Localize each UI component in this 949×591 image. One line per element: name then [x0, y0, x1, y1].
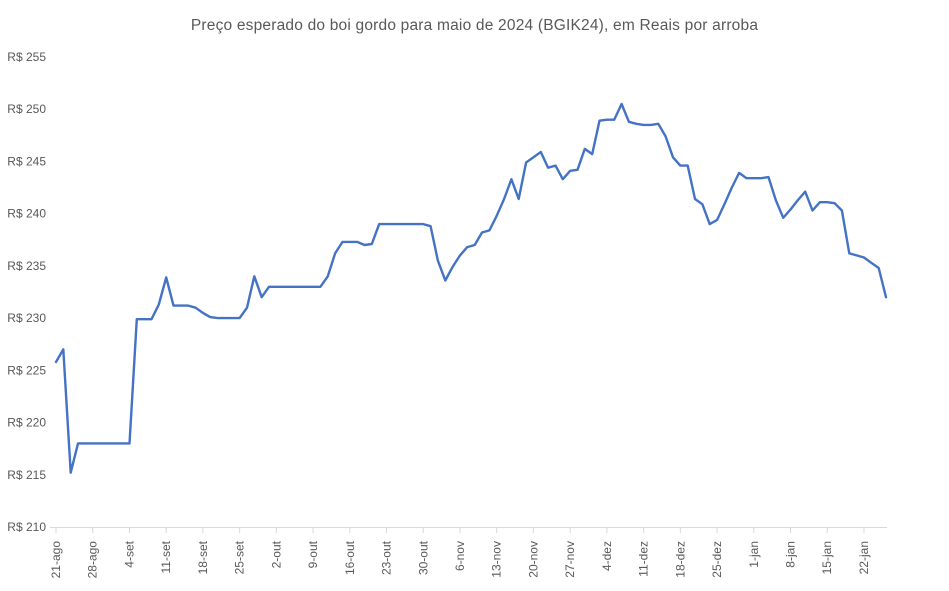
x-tick-label: 23-out — [380, 540, 394, 575]
x-tick-label: 8-jan — [784, 541, 798, 568]
y-tick-label: R$ 220 — [7, 416, 46, 430]
y-tick-label: R$ 240 — [7, 207, 46, 221]
x-tick-label: 18-set — [196, 540, 210, 574]
y-tick-label: R$ 210 — [7, 520, 46, 534]
x-tick-label: 25-set — [233, 540, 247, 574]
x-tick-label: 22-jan — [857, 541, 871, 574]
x-tick-label: 30-out — [416, 540, 430, 575]
x-tick-label: 1-jan — [747, 541, 761, 568]
y-tick-label: R$ 235 — [7, 259, 46, 273]
y-tick-label: R$ 225 — [7, 363, 46, 377]
y-tick-label: R$ 255 — [7, 50, 46, 64]
x-tick-label: 20-nov — [526, 541, 540, 578]
x-axis-labels: 21-ago 28-ago 4-set 11-set 18-set 25-set 2-out… — [49, 540, 871, 578]
x-axis-ticks — [55, 527, 865, 533]
x-tick-label: 2-out — [269, 540, 283, 568]
y-axis-labels: R$ 255 R$ 250 R$ 245 R$ 240 R$ 235 R$ 230 R$ 2… — [7, 50, 46, 534]
x-tick-label: 16-out — [343, 540, 357, 575]
x-tick-label: 13-nov — [490, 541, 504, 578]
chart-title: Preço esperado do boi gordo para maio de… — [190, 17, 759, 34]
y-tick-label: R$ 230 — [7, 311, 46, 325]
x-tick-label: 21-ago — [49, 541, 63, 579]
y-tick-label: R$ 215 — [7, 468, 46, 482]
x-tick-label: 11-dez — [637, 541, 651, 577]
x-tick-label: 15-jan — [820, 541, 834, 574]
x-tick-label: 28-ago — [86, 541, 100, 579]
y-tick-label: R$ 245 — [7, 154, 46, 168]
x-tick-label: 27-nov — [563, 541, 577, 578]
x-tick-label: 9-out — [306, 540, 320, 568]
x-tick-label: 18-dez — [673, 541, 687, 578]
price-line-series — [54, 102, 888, 474]
x-tick-label: 11-set — [159, 540, 173, 573]
y-tick-label: R$ 250 — [7, 102, 46, 116]
x-tick-label: 4-set — [122, 540, 136, 567]
x-tick-label: 25-dez — [710, 541, 724, 578]
x-tick-label: 6-nov — [453, 541, 467, 571]
x-tick-label: 4-dez — [600, 541, 614, 571]
